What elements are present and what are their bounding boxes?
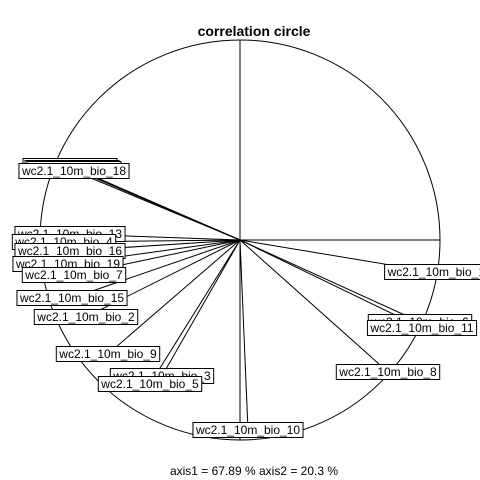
arrow-shaft-9: [71, 239, 241, 299]
variable-label-13: wc2.1_10m_bio_5: [97, 376, 203, 392]
variable-label-box-10: [33, 309, 139, 325]
variable-label-text-13: wc2.1_10m_bio_5: [100, 377, 199, 391]
variable-label-10: wc2.1_10m_bio_2: [33, 309, 139, 325]
variable-label-box-9: [16, 290, 128, 306]
arrow-shaft-11: [107, 239, 241, 355]
variable-label-box-14: [192, 422, 304, 438]
variable-label-text-17: wc2.1_10m_bio_11: [369, 321, 474, 335]
variable-label-3: wc2.1_10m_bio_18: [18, 163, 130, 179]
chart-title: correlation circle: [198, 23, 311, 39]
arrow-shaft-17: [239, 239, 423, 329]
variable-label-15: wc2.1_10m_bio_1: [384, 264, 480, 280]
axis-inertia-footer: axis1 = 67.89 % axis2 = 20.3 %: [170, 464, 338, 478]
labels-layer: wc2.1_10m_bio_18wc2.1_10m_bio_13wc2.1_10…: [11, 158, 480, 438]
variable-label-text-3: wc2.1_10m_bio_18: [21, 164, 126, 178]
variable-label-box-17: [366, 320, 478, 336]
variable-label-box-15: [384, 264, 480, 280]
variable-label-text-9: wc2.1_10m_bio_15: [19, 291, 124, 305]
variable-label-14: wc2.1_10m_bio_10: [192, 422, 304, 438]
variable-label-18: wc2.1_10m_bio_8: [335, 364, 441, 380]
arrow-shaft-3: [73, 170, 241, 241]
variable-label-text-8: wc2.1_10m_bio_7: [24, 268, 123, 282]
variable-label-text-14: wc2.1_10m_bio_10: [195, 423, 300, 437]
variable-label-9: wc2.1_10m_bio_15: [16, 290, 128, 306]
arrow-shaft-16: [239, 239, 421, 323]
variable-label-box-3: [18, 163, 130, 179]
arrow-shaft-14: [239, 239, 249, 431]
variable-label-box-11: [55, 346, 161, 362]
variable-label-11: wc2.1_10m_bio_9: [55, 346, 161, 362]
variable-label-box-18: [335, 364, 441, 380]
variable-label-text-18: wc2.1_10m_bio_8: [338, 365, 437, 379]
variable-label-8: wc2.1_10m_bio_7: [21, 267, 127, 283]
variable-label-text-15: wc2.1_10m_bio_1: [387, 265, 480, 279]
variable-label-box-8: [21, 267, 127, 283]
variable-label-box-13: [97, 376, 203, 392]
variable-label-text-6: wc2.1_10m_bio_16: [17, 244, 122, 258]
variable-label-6: wc2.1_10m_bio_16: [14, 243, 126, 259]
variable-label-text-10: wc2.1_10m_bio_2: [36, 310, 135, 324]
arrow-shaft-13: [149, 239, 241, 385]
variable-label-17: wc2.1_10m_bio_11: [366, 320, 478, 336]
variable-label-text-11: wc2.1_10m_bio_9: [58, 347, 157, 361]
arrow-shaft-12: [161, 239, 241, 377]
arrow-shaft-18: [239, 239, 389, 373]
